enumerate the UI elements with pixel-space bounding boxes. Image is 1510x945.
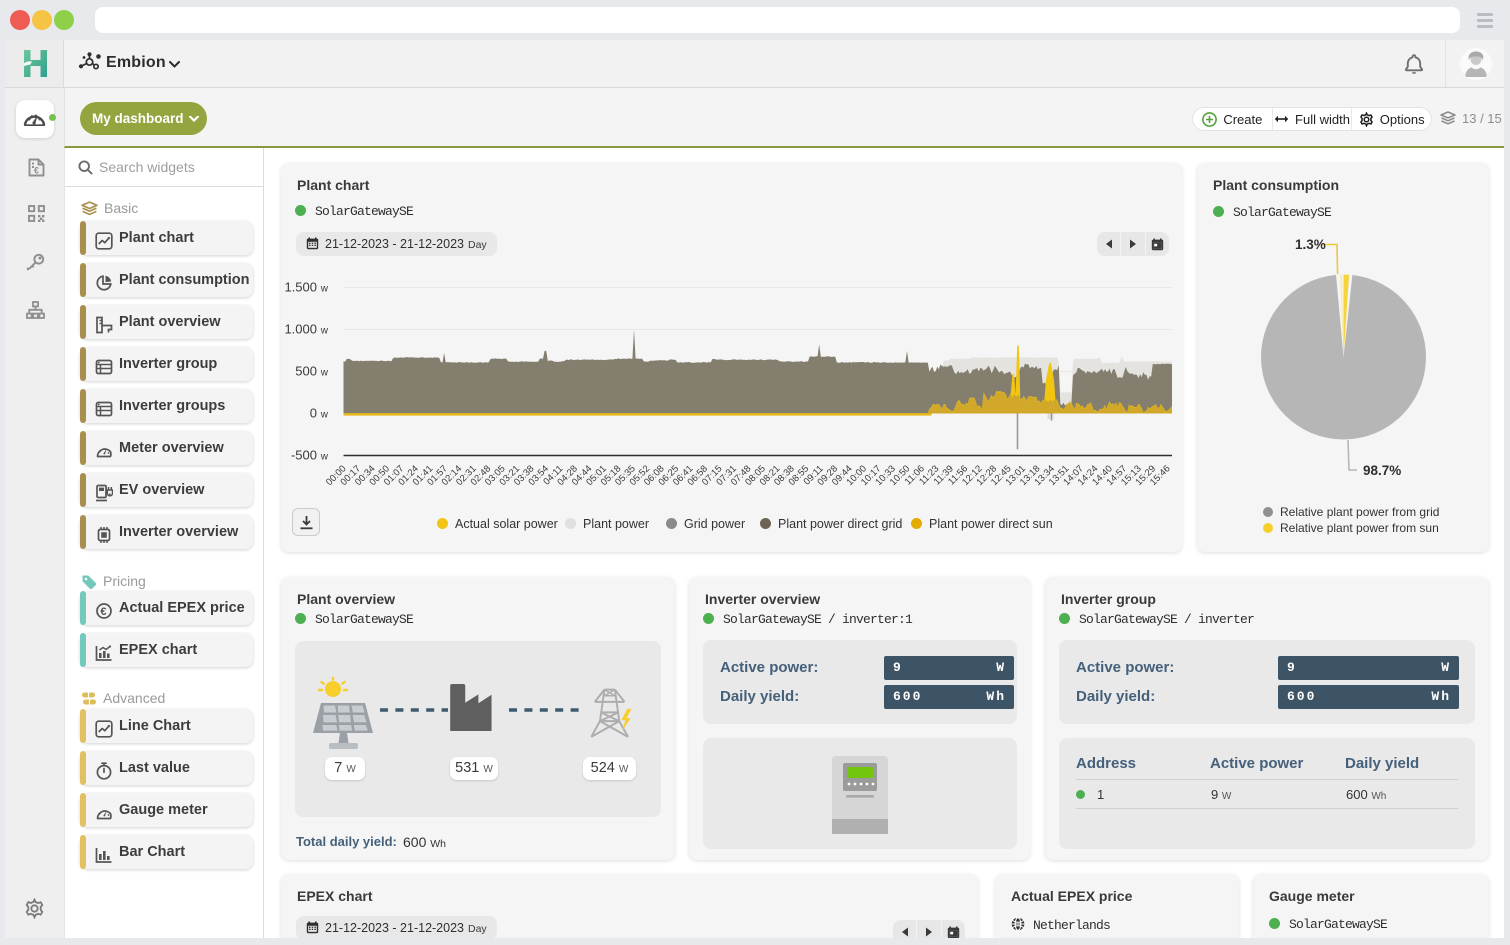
svg-text:w: w [320,284,329,295]
svg-text:0: 0 [310,406,317,421]
svg-text:98.7%: 98.7% [1363,463,1401,478]
svg-text:1.500: 1.500 [284,280,317,295]
svg-text:€: € [100,606,106,618]
svg-text:w: w [320,368,329,379]
svg-text:€: € [34,166,39,176]
svg-text:500: 500 [295,364,317,379]
svg-text:1.000: 1.000 [284,322,317,337]
svg-text:w: w [320,452,329,463]
svg-text:-500: -500 [291,448,317,463]
svg-text:w: w [320,326,329,337]
svg-text:w: w [320,410,329,421]
svg-text:1.3%: 1.3% [1295,237,1326,252]
